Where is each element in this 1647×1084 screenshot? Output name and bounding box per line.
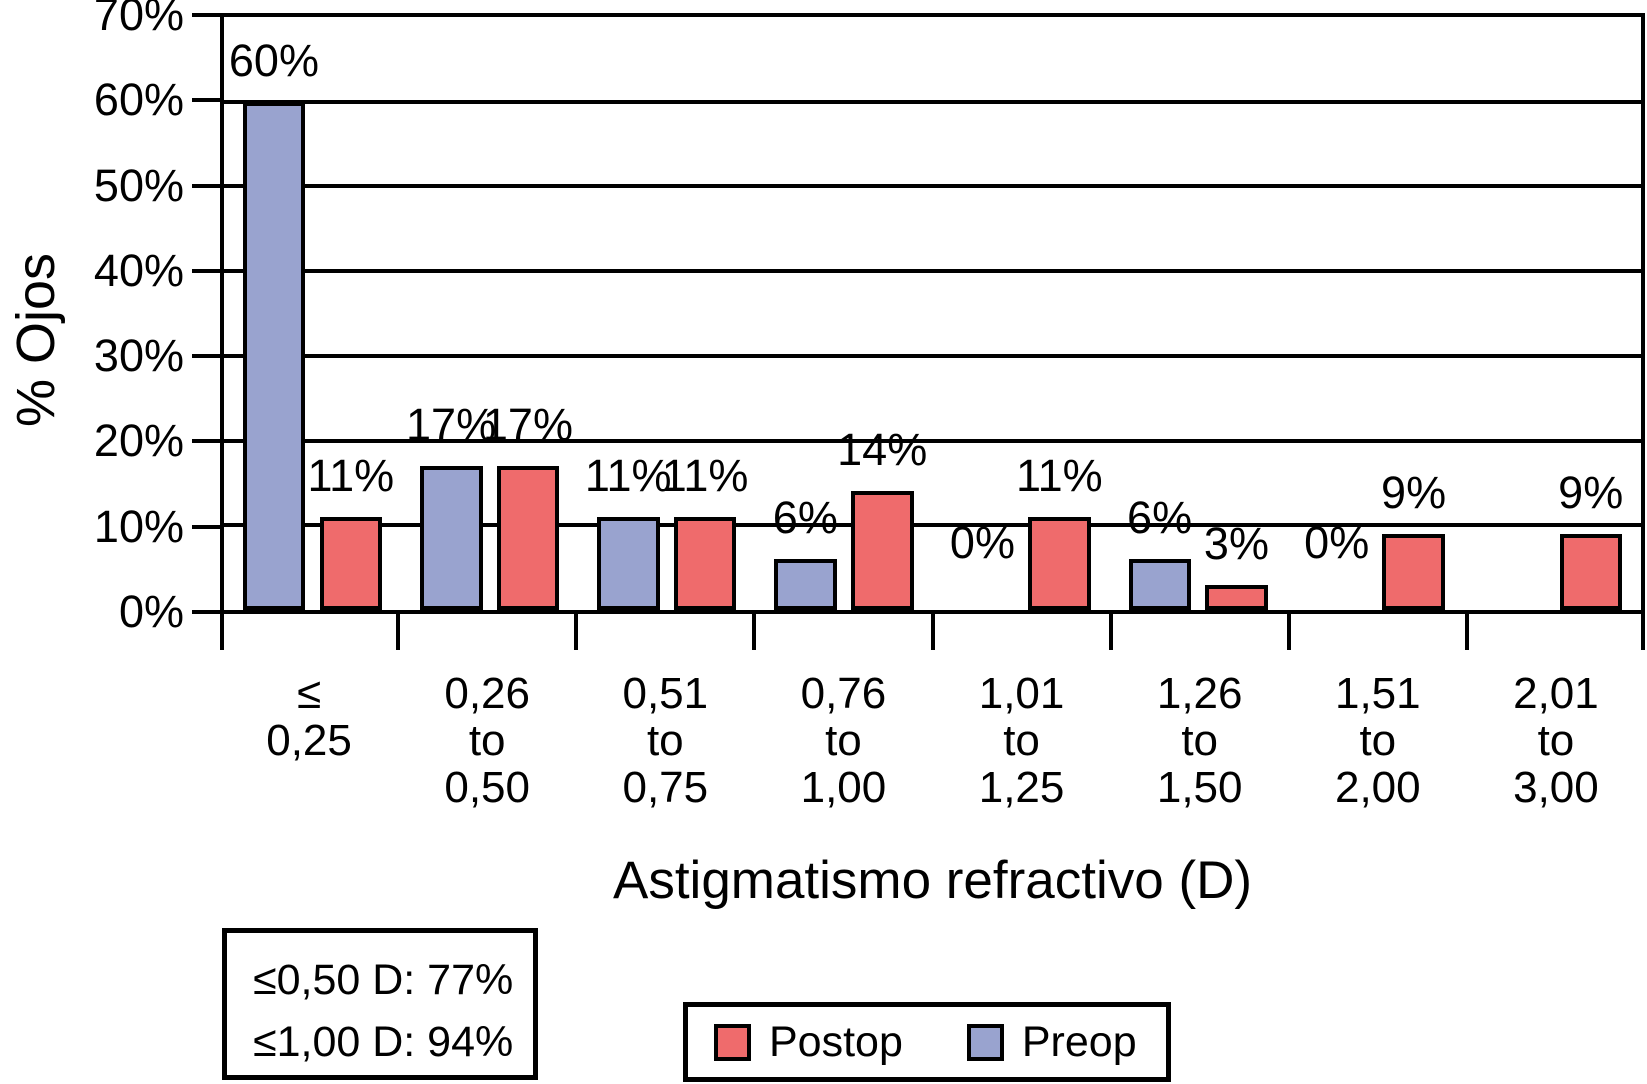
gridline (224, 269, 1641, 274)
bar-postop (673, 517, 737, 610)
x-axis-ticks (220, 610, 1645, 652)
bar-postop (1028, 517, 1091, 610)
category-label: 1,01 to 1,25 (978, 669, 1065, 812)
value-label: 3% (1203, 518, 1269, 569)
x-axis-tick (1286, 610, 1291, 650)
y-tick-label: 40% (93, 244, 184, 296)
y-tick-label: 50% (93, 159, 184, 211)
y-tick-label: 20% (93, 415, 184, 467)
value-label: 11% (661, 450, 749, 501)
bar-group: 6% 14% (755, 17, 932, 610)
y-axis-tick (192, 354, 222, 359)
y-axis-tick (192, 610, 222, 614)
x-axis-tick (752, 610, 757, 650)
value-label: 60% (228, 35, 319, 86)
x-axis-tick (930, 610, 935, 650)
x-axis-tick (574, 610, 579, 650)
legend: Postop Preop (683, 1002, 1171, 1082)
value-label: 11% (307, 450, 395, 501)
bar-group: 17% 17% (401, 17, 578, 610)
value-label: 17% (482, 399, 573, 450)
bar-preop (420, 466, 483, 610)
category-label: 0,76 to 1,00 (800, 669, 887, 812)
plot-area: 60% 11% 17% 17% 11% 11% 6% 14% 0% 11% 6% 3% 0% 9% 9% (220, 13, 1645, 614)
value-label: 9% (1558, 467, 1624, 518)
bar-postop (319, 517, 383, 610)
category-label: 1,51 to 2,00 (1334, 669, 1421, 812)
gridline (224, 99, 1641, 104)
annotation-line-2: ≤1,00 D: 94% (253, 1018, 514, 1066)
y-axis-tick (192, 439, 222, 444)
category-label: 0,26 to 0,50 (444, 669, 530, 812)
category-label: 0,51 to 0,75 (622, 669, 709, 812)
value-label: 6% (772, 492, 838, 543)
gridline (224, 438, 1641, 443)
value-label: 0% (949, 517, 1015, 568)
legend-swatch-icon (714, 1023, 751, 1061)
value-label: 9% (1381, 467, 1447, 518)
y-tick-label: 60% (93, 74, 184, 126)
category-label: 1,26 to 1,50 (1156, 669, 1243, 812)
x-axis-category-labels: ≤ 0,25 0,26 to 0,50 0,51 to 0,75 0,76 to 1,… (220, 666, 1645, 811)
x-axis-title: Astigmatismo refractivo (D) (612, 851, 1253, 910)
y-axis-tick (192, 183, 222, 188)
bar-group: 0% 9% (1287, 17, 1464, 610)
bar-group: 11% 11% (578, 17, 755, 610)
value-label: 11% (584, 450, 672, 501)
legend-label: Preop (1021, 1017, 1137, 1066)
y-axis-tick (192, 268, 222, 273)
value-label: 6% (1127, 492, 1193, 543)
y-tick-label: 0% (118, 586, 184, 637)
bar-postop (1205, 585, 1268, 610)
gridline (224, 353, 1641, 358)
bar-preop (1128, 559, 1192, 610)
value-label: 11% (1015, 450, 1103, 501)
value-label: 17% (406, 399, 497, 450)
value-label: 0% (1304, 517, 1370, 568)
annotation-line-1: ≤0,50 D: 77% (253, 956, 514, 1004)
bar-preop (597, 517, 660, 610)
y-axis-tick (192, 13, 222, 17)
bar-group: 9% (1464, 17, 1641, 610)
y-axis-tick (192, 524, 222, 529)
bar-group: 6% 3% (1110, 17, 1287, 610)
bar-postop (1559, 534, 1623, 610)
category-label: ≤ 0,25 (266, 669, 352, 765)
annotation-box: ≤0,50 D: 77% ≤1,00 D: 94% (222, 928, 538, 1080)
bar-postop (1382, 534, 1445, 610)
value-label: 14% (837, 424, 928, 475)
gridline (224, 184, 1641, 189)
bar-preop (242, 102, 306, 610)
x-axis-tick (1108, 610, 1113, 650)
bar-group: 0% 11% (933, 17, 1110, 610)
legend-item-preop: Preop (966, 1017, 1137, 1067)
x-axis-tick (396, 610, 401, 650)
bar-postop (851, 491, 914, 610)
gridline (224, 523, 1641, 528)
y-tick-label: 70% (93, 0, 184, 40)
y-tick-label: 30% (93, 330, 184, 382)
x-axis-tick (1641, 610, 1645, 650)
x-axis-tick (220, 610, 224, 650)
category-label: 2,01 to 3,00 (1513, 669, 1599, 812)
legend-label: Postop (769, 1017, 903, 1066)
bar-postop (496, 466, 560, 610)
bar-group: 60% 11% (224, 17, 401, 610)
x-axis-tick (1464, 610, 1469, 650)
legend-swatch-icon (966, 1023, 1004, 1061)
bar-preop (774, 559, 837, 610)
legend-item-postop: Postop (714, 1018, 903, 1067)
y-tick-label: 10% (93, 500, 184, 552)
y-axis-tick (192, 98, 222, 103)
